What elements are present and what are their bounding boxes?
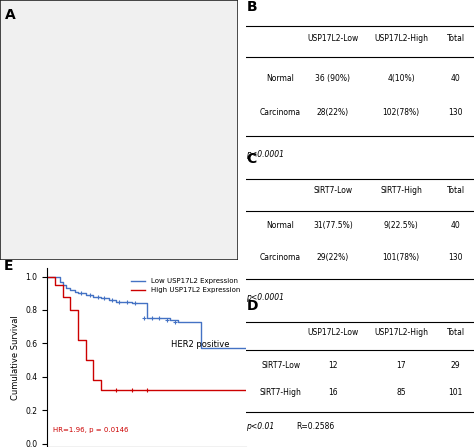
Text: SIRT7-High: SIRT7-High: [260, 388, 301, 397]
Text: HR=1.96, p = 0.0146: HR=1.96, p = 0.0146: [54, 427, 129, 433]
Text: A: A: [5, 8, 16, 22]
Text: 29(22%): 29(22%): [317, 253, 349, 262]
Text: E: E: [4, 259, 13, 273]
Text: 130: 130: [448, 253, 463, 262]
Text: 9(22.5%): 9(22.5%): [384, 221, 419, 230]
Text: 16: 16: [328, 388, 338, 397]
Text: 17: 17: [396, 361, 406, 370]
Text: 36 (90%): 36 (90%): [315, 74, 350, 83]
Text: 102(78%): 102(78%): [383, 108, 420, 117]
Text: Carcinoma: Carcinoma: [260, 253, 301, 262]
Text: 40: 40: [451, 74, 461, 83]
Text: Normal: Normal: [267, 74, 294, 83]
Text: 40: 40: [451, 221, 461, 230]
Text: 101: 101: [448, 388, 463, 397]
Text: SIRT7-Low: SIRT7-Low: [313, 186, 353, 195]
Text: 85: 85: [396, 388, 406, 397]
Text: USP17L2-High: USP17L2-High: [374, 34, 428, 43]
Text: 31(77.5%): 31(77.5%): [313, 221, 353, 230]
Text: Carcinoma: Carcinoma: [260, 108, 301, 117]
Text: Total: Total: [447, 328, 465, 337]
Text: Normal: Normal: [267, 221, 294, 230]
Text: 12: 12: [328, 361, 337, 370]
Text: USP17L2-Low: USP17L2-Low: [307, 34, 358, 43]
Text: D: D: [246, 299, 258, 313]
Y-axis label: Cumulative Survival: Cumulative Survival: [11, 315, 20, 400]
Text: B: B: [246, 0, 257, 14]
Text: p<0.0001: p<0.0001: [246, 293, 284, 302]
Text: Total: Total: [447, 186, 465, 195]
Text: 4(10%): 4(10%): [387, 74, 415, 83]
Text: 130: 130: [448, 108, 463, 117]
Text: p<0.0001: p<0.0001: [246, 150, 284, 159]
Text: SIRT7-Low: SIRT7-Low: [261, 361, 300, 370]
Text: USP17L2-High: USP17L2-High: [374, 328, 428, 337]
Text: Total: Total: [447, 34, 465, 43]
Legend: Low USP17L2 Expression, High USP17L2 Expression: Low USP17L2 Expression, High USP17L2 Exp…: [128, 275, 243, 296]
Text: p<0.01: p<0.01: [246, 422, 275, 431]
Text: R=0.2586: R=0.2586: [297, 422, 335, 431]
Text: USP17L2-Low: USP17L2-Low: [307, 328, 358, 337]
Text: 28(22%): 28(22%): [317, 108, 349, 117]
Text: 101(78%): 101(78%): [383, 253, 420, 262]
Text: 29: 29: [451, 361, 461, 370]
Text: C: C: [246, 152, 257, 166]
Text: HER2 positive: HER2 positive: [171, 340, 229, 349]
Text: SIRT7-High: SIRT7-High: [380, 186, 422, 195]
